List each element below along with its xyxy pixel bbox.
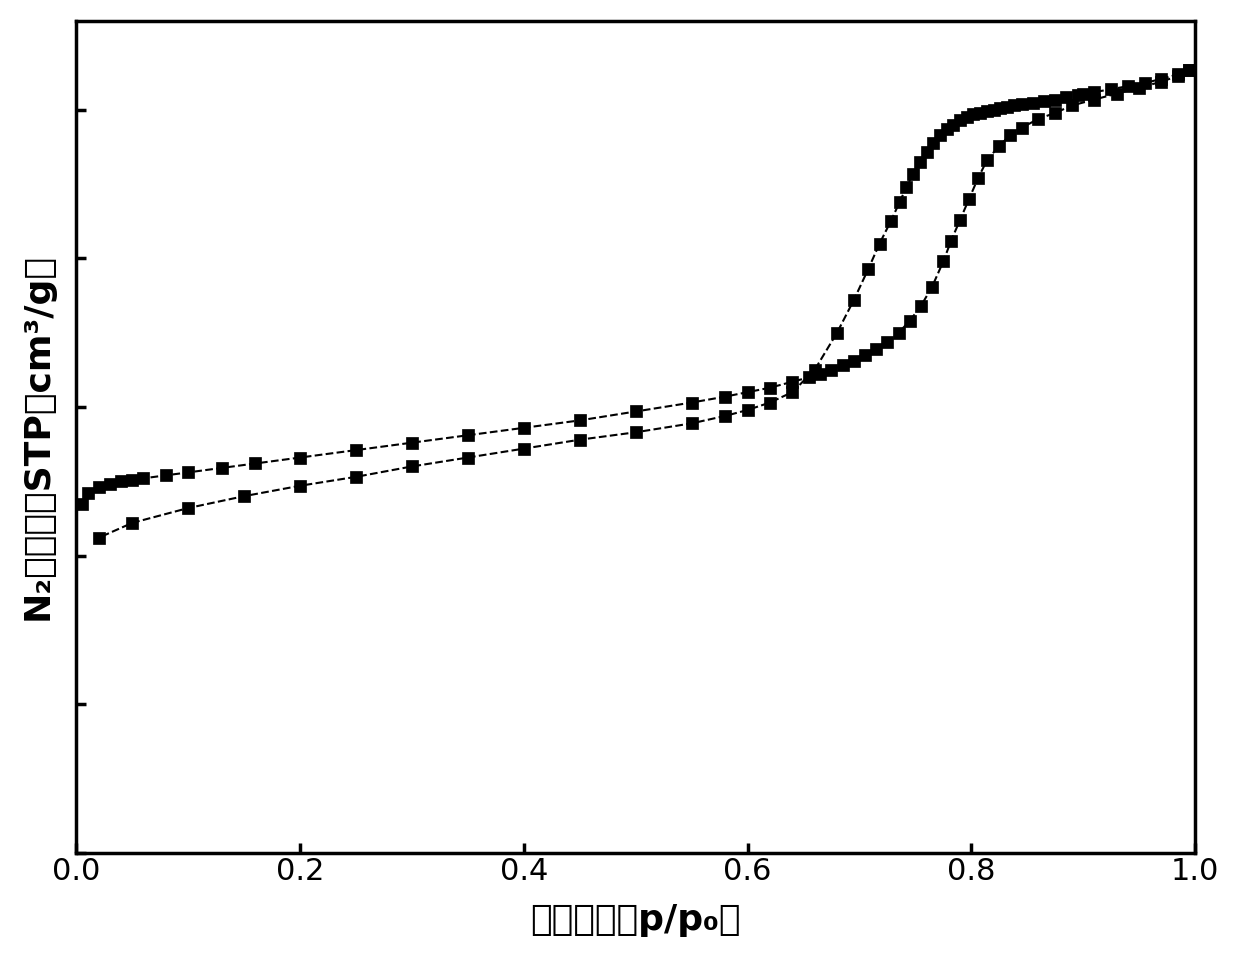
X-axis label: 相对压力（p/p₀）: 相对压力（p/p₀） xyxy=(531,903,742,937)
Y-axis label: N₂吸附量（STP，cm³/g）: N₂吸附量（STP，cm³/g） xyxy=(21,253,55,620)
